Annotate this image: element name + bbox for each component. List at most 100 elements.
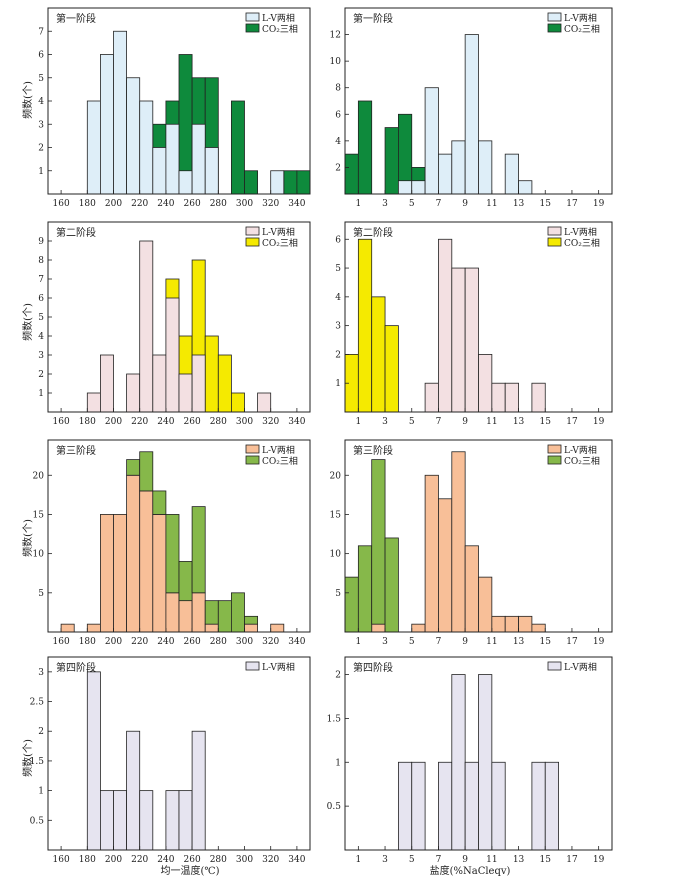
legend-swatch bbox=[547, 444, 562, 454]
bar-lv_stage2-2 bbox=[126, 373, 141, 413]
bar-lv_stage3-3 bbox=[438, 498, 453, 633]
legend-label: CO₂三相 bbox=[262, 23, 298, 35]
y-tick-label: 1 bbox=[38, 167, 44, 177]
x-tick-label: 200 bbox=[105, 417, 122, 427]
x-tick-label: 9 bbox=[462, 855, 468, 865]
x-tick-label: 280 bbox=[210, 417, 227, 427]
x-tick-label: 17 bbox=[566, 417, 578, 427]
x-tick-label: 240 bbox=[157, 855, 174, 865]
x-tick-label: 19 bbox=[593, 199, 605, 209]
y-tick-label: 1.5 bbox=[30, 757, 45, 767]
bar-co2_stage3-1 bbox=[357, 545, 373, 633]
bar-lv_stage3-4 bbox=[126, 474, 141, 633]
legend-swatch bbox=[245, 12, 260, 22]
bar-lv_stage2-5 bbox=[165, 297, 180, 413]
x-tick-label: 180 bbox=[79, 199, 96, 209]
y-tick-label: 15 bbox=[33, 510, 45, 520]
x-tick-label: 320 bbox=[262, 417, 279, 427]
x-tick-label: 340 bbox=[288, 637, 305, 647]
y-axis-label-row1: 频数(个) bbox=[21, 81, 34, 119]
panel-group: 160 180 200 220 240 260 280 300 320 3401234567第一阶… bbox=[30, 7, 613, 865]
bar-lv_stage3-5 bbox=[139, 490, 154, 633]
bar-lv_stage3-13 bbox=[270, 623, 285, 633]
plot-frame bbox=[47, 439, 311, 633]
bar-co2_stage3-1 bbox=[139, 451, 154, 492]
bar-lv_stage1-7 bbox=[178, 170, 193, 195]
bar-co2_stage1-6 bbox=[244, 170, 259, 195]
x-tick-label: 240 bbox=[157, 637, 174, 647]
y-tick-label: 2 bbox=[335, 350, 341, 360]
x-tick-label: 160 bbox=[53, 855, 70, 865]
y-tick-label: 4 bbox=[38, 97, 44, 107]
x-tick-label: 11 bbox=[486, 855, 497, 865]
bar-lv_stage3-3 bbox=[113, 514, 128, 633]
x-tick-label: 300 bbox=[236, 199, 253, 209]
y-tick-label: 1 bbox=[38, 787, 44, 797]
bar-co2_stage3-9 bbox=[244, 615, 259, 625]
bar-co2_stage3-2 bbox=[371, 459, 386, 625]
bar-lv_stage4-4 bbox=[139, 790, 154, 851]
bar-lv_stage3-8 bbox=[504, 615, 519, 633]
y-tick-label: 0.5 bbox=[327, 802, 342, 812]
legend-swatch bbox=[245, 661, 260, 671]
bar-lv_stage1-4 bbox=[139, 100, 154, 195]
y-tick-label: 15 bbox=[330, 510, 342, 520]
x-tick-label: 1 bbox=[355, 417, 361, 427]
x-tick-label: 3 bbox=[382, 199, 388, 209]
bar-lv_stage3-2 bbox=[424, 474, 439, 633]
x-tick-label: 15 bbox=[540, 417, 552, 427]
x-tick-label: 3 bbox=[382, 417, 388, 427]
bar-lv_stage4-1 bbox=[100, 790, 114, 851]
y-tick-label: 1 bbox=[335, 379, 341, 389]
x-tick-label: 3 bbox=[382, 637, 388, 647]
bar-co2_stage1-0 bbox=[344, 153, 359, 195]
y-tick-label: 6 bbox=[335, 235, 341, 245]
legend-swatch bbox=[245, 23, 260, 33]
x-tick-label: 300 bbox=[236, 855, 253, 865]
stage-title: 第三阶段 bbox=[56, 444, 96, 457]
legend-label: L-V两相 bbox=[564, 12, 597, 24]
x-tick-label: 340 bbox=[288, 199, 305, 209]
legend-label: L-V两相 bbox=[564, 444, 597, 456]
bar-lv_stage4-7 bbox=[531, 761, 546, 851]
bar-lv_stage2-3 bbox=[464, 267, 479, 413]
x-tick-label: 5 bbox=[409, 637, 415, 647]
x-tick-label: 280 bbox=[210, 199, 227, 209]
x-tick-label: 340 bbox=[288, 855, 305, 865]
bar-lv_stage1-0 bbox=[86, 100, 101, 195]
bar-lv_stage1-5 bbox=[152, 147, 167, 195]
bar-lv_stage1-6 bbox=[165, 123, 180, 195]
y-tick-label: 2 bbox=[335, 163, 341, 173]
stage-title: 第四阶段 bbox=[353, 661, 393, 674]
stage-title: 第一阶段 bbox=[353, 12, 393, 25]
bar-lv_stage4-5 bbox=[478, 674, 493, 851]
bar-lv_stage3-9 bbox=[191, 592, 206, 633]
x-tick-label: 13 bbox=[513, 199, 525, 209]
x-tick-label: 320 bbox=[262, 855, 279, 865]
x-tick-label: 160 bbox=[53, 417, 70, 427]
y-tick-label: 4 bbox=[335, 293, 341, 303]
plot-frame bbox=[47, 656, 311, 851]
plot-frame bbox=[344, 439, 613, 633]
bar-co2_stage3-0 bbox=[126, 459, 141, 476]
bar-co2_stage3-2 bbox=[152, 490, 167, 515]
y-tick-label: 12 bbox=[330, 31, 341, 41]
bar-lv_stage4-0 bbox=[397, 761, 413, 851]
x-tick-label: 7 bbox=[436, 855, 442, 865]
y-tick-label: 6 bbox=[38, 294, 44, 304]
bar-lv_stage1-5 bbox=[464, 34, 479, 195]
y-tick-label: 9 bbox=[38, 237, 44, 247]
y-tick-label: 4 bbox=[38, 332, 44, 342]
x-tick-label: 5 bbox=[409, 855, 415, 865]
y-axis-label-row4: 频数(个) bbox=[21, 739, 34, 777]
x-tick-label: 11 bbox=[486, 199, 497, 209]
bar-lv_stage2-3 bbox=[139, 240, 154, 413]
x-tick-label: 240 bbox=[157, 417, 174, 427]
bar-co2_stage2-2 bbox=[371, 296, 386, 413]
y-tick-label: 1 bbox=[38, 389, 44, 399]
y-tick-label: 5 bbox=[38, 313, 44, 323]
bar-lv_stage4-1 bbox=[411, 761, 426, 851]
bar-lv_stage3-5 bbox=[464, 545, 479, 633]
bar-co2_stage3-6 bbox=[204, 600, 219, 625]
